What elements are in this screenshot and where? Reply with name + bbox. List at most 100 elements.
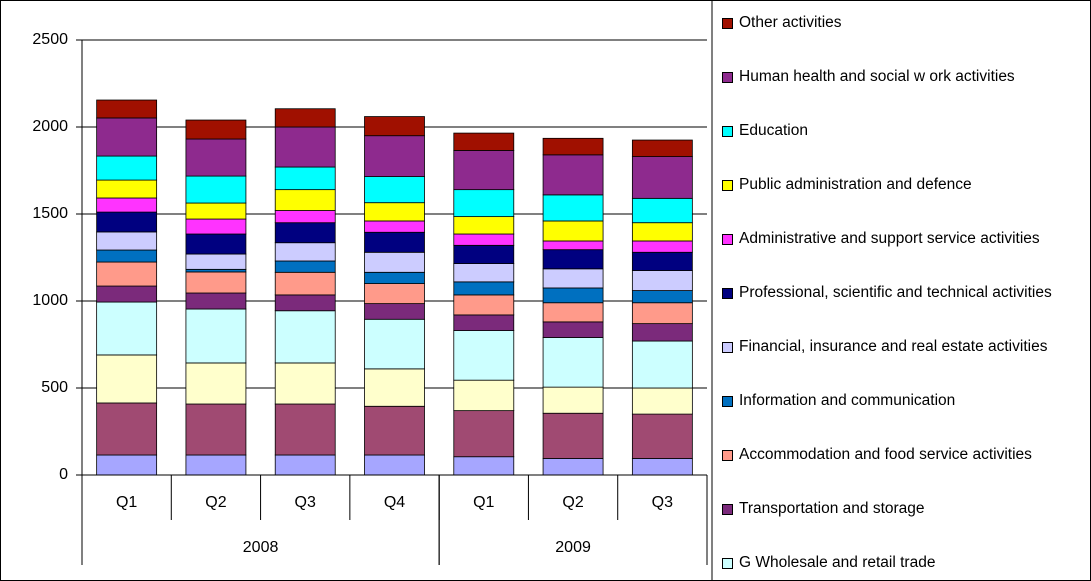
legend-item: Public administration and defence <box>722 174 1082 196</box>
bar-segment <box>453 410 515 458</box>
bar-segment <box>453 330 515 381</box>
legend-item: Professional, scientific and technical a… <box>722 282 1082 304</box>
bar-segment <box>274 271 336 296</box>
bar-segment <box>274 454 336 476</box>
bar-segment <box>631 240 693 253</box>
bar-segment <box>274 294 336 312</box>
bar-segment <box>364 368 425 407</box>
legend-label: G Wholesale and retail trade <box>739 554 936 571</box>
bar-segment <box>542 386 604 414</box>
bar-segment <box>274 126 336 168</box>
legend-item: Accommodation and food service activitie… <box>722 444 1082 466</box>
bar-segment <box>631 222 693 242</box>
y-tick-label: 2500 <box>32 31 68 48</box>
bar-segment <box>364 116 425 137</box>
y-tick-label: 2000 <box>32 118 68 135</box>
bar-segment <box>631 413 693 459</box>
legend-item: Human health and social w ork activities <box>722 66 1082 88</box>
x-tick-label: Q2 <box>205 494 226 511</box>
group-label: 2009 <box>555 539 591 556</box>
bar-segment <box>453 244 515 264</box>
bar-segment <box>364 318 425 370</box>
bar-segment <box>542 194 604 222</box>
y-tick-label: 0 <box>59 466 68 483</box>
bar-segment <box>185 271 247 294</box>
x-tick-label: Q3 <box>652 494 673 511</box>
bar-segment <box>542 412 604 459</box>
bar-segment <box>185 362 247 405</box>
bar-segment <box>542 240 604 251</box>
bar-segment <box>274 310 336 364</box>
legend-label: Transportation and storage <box>739 500 925 517</box>
x-tick-label: Q4 <box>384 494 405 511</box>
bar-segment <box>96 99 158 119</box>
bar-segment <box>631 323 693 342</box>
legend-label: Financial, insurance and real estate act… <box>739 338 1048 355</box>
bar-segment <box>542 137 604 156</box>
bar-segment <box>274 260 336 273</box>
bar-segment <box>631 387 693 415</box>
bar-segment <box>364 220 425 233</box>
legend-swatch <box>722 72 733 83</box>
legend-swatch <box>722 450 733 461</box>
bar-segment <box>631 197 693 224</box>
legend-label: Information and communication <box>739 392 956 409</box>
bar-segment <box>96 454 158 476</box>
legend-swatch <box>722 396 733 407</box>
bar-segment <box>274 403 336 456</box>
bar-segment <box>364 135 425 177</box>
bar-segment <box>274 222 336 244</box>
y-tick-label: 1000 <box>32 292 68 309</box>
bar-segment <box>185 138 247 177</box>
bar-segment <box>96 197 158 213</box>
bar-segment <box>185 253 247 270</box>
y-tick-label: 500 <box>41 379 68 396</box>
bar-segment <box>631 340 693 389</box>
legend-swatch <box>722 504 733 515</box>
bar-segment <box>185 119 247 140</box>
legend-label: Public administration and defence <box>739 176 972 193</box>
bar-segment <box>185 233 247 255</box>
bar-segment <box>453 263 515 283</box>
bar-segment <box>364 231 425 253</box>
legend-label: Accommodation and food service activitie… <box>739 446 1032 463</box>
bar-segment <box>453 150 515 191</box>
bar-segment <box>185 292 247 310</box>
bar-segment <box>542 302 604 323</box>
legend-item: Financial, insurance and real estate act… <box>722 336 1082 358</box>
bar-segment <box>453 233 515 246</box>
bar-segment <box>364 303 425 320</box>
bar-segment <box>453 314 515 331</box>
bar-segment <box>542 154 604 196</box>
legend-swatch <box>722 342 733 353</box>
bar-segment <box>631 156 693 199</box>
x-tick-label: Q3 <box>295 494 316 511</box>
bar-segment <box>96 211 158 233</box>
bar-segment <box>274 108 336 128</box>
bar-segment <box>631 458 693 476</box>
bar-segment <box>453 456 515 476</box>
legend-label: Education <box>739 122 808 139</box>
bar-segment <box>631 139 693 157</box>
bar-segment <box>96 117 158 157</box>
y-tick-label: 1500 <box>32 205 68 222</box>
bar-segment <box>185 175 247 204</box>
bar-segment <box>453 379 515 412</box>
bar-segment <box>185 403 247 456</box>
bar-segment <box>96 354 158 404</box>
legend-swatch <box>722 234 733 245</box>
bar-segment <box>453 189 515 218</box>
legend-item: G Wholesale and retail trade <box>722 552 1082 574</box>
bar-segment <box>274 242 336 262</box>
bar-segment <box>185 218 247 235</box>
bar-segment <box>364 251 425 273</box>
bar-segment <box>364 283 425 305</box>
legend-item: Information and communication <box>722 390 1082 412</box>
legend-item: Other activities <box>722 12 1082 34</box>
bar-segment <box>185 202 247 220</box>
bar-segment <box>96 179 158 199</box>
bar-segment <box>96 301 158 356</box>
x-tick-label: Q1 <box>473 494 494 511</box>
bar-segment <box>96 285 158 303</box>
bar-segment <box>453 216 515 235</box>
